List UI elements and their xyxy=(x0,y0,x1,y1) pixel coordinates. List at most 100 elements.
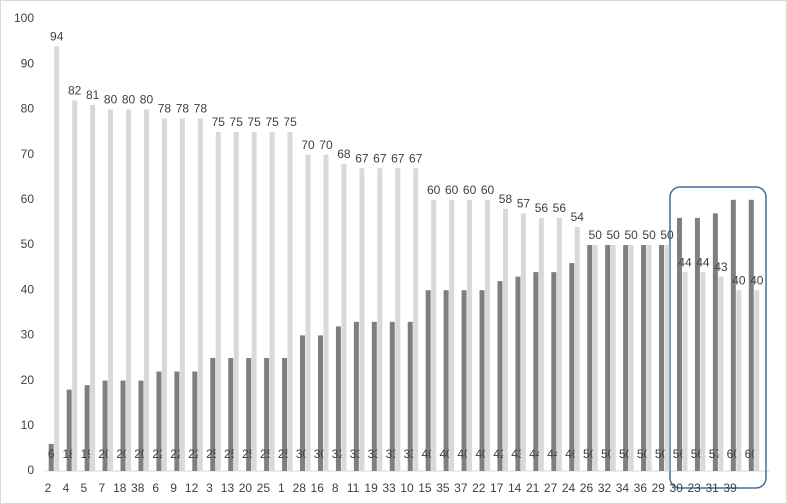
x-tick-label: 21 xyxy=(526,481,540,495)
bar xyxy=(341,163,347,471)
x-tick-label: 1 xyxy=(278,481,285,495)
bar xyxy=(300,335,306,471)
data-label: 67 xyxy=(391,151,405,165)
bar xyxy=(718,276,724,471)
bar xyxy=(84,385,90,471)
highlight-box xyxy=(669,186,767,489)
bar xyxy=(353,321,359,471)
data-label: 75 xyxy=(247,115,261,129)
bar xyxy=(192,371,198,471)
x-tick-label: 18 xyxy=(113,481,127,495)
y-tick-label: 80 xyxy=(21,102,35,116)
x-tick-label: 4 xyxy=(63,481,70,495)
bar xyxy=(282,358,288,471)
bar xyxy=(425,290,431,471)
data-label: 60 xyxy=(445,183,459,197)
x-tick-label: 27 xyxy=(544,481,558,495)
bar xyxy=(682,272,688,471)
data-label: 75 xyxy=(283,115,297,129)
bar xyxy=(467,199,473,472)
x-tick-label: 28 xyxy=(293,481,307,495)
x-tick-label: 29 xyxy=(652,481,666,495)
data-label: 78 xyxy=(158,102,172,116)
bar xyxy=(748,199,754,472)
bar xyxy=(730,199,736,472)
bar xyxy=(659,245,665,471)
bar xyxy=(269,132,275,471)
data-label: 80 xyxy=(140,93,154,107)
bar xyxy=(700,272,706,471)
bar xyxy=(664,245,670,471)
bar xyxy=(502,208,508,471)
x-tick-label: 17 xyxy=(490,481,504,495)
data-label: 78 xyxy=(194,102,208,116)
bar xyxy=(102,380,108,471)
x-tick-label: 5 xyxy=(81,481,88,495)
x-tick-label: 39 xyxy=(723,481,737,495)
bar xyxy=(143,109,149,472)
x-tick-label: 33 xyxy=(382,481,396,495)
bar xyxy=(264,358,270,471)
bar xyxy=(538,217,544,471)
x-tick-label: 30 xyxy=(670,481,684,495)
bar xyxy=(497,281,503,471)
bar xyxy=(120,380,126,471)
data-label: 56 xyxy=(553,201,567,215)
x-tick-label: 20 xyxy=(239,481,253,495)
bar xyxy=(66,389,72,471)
bar xyxy=(90,104,96,471)
y-tick-label: 100 xyxy=(14,11,34,25)
bar xyxy=(610,245,616,471)
bar xyxy=(305,154,311,471)
data-label: 6 xyxy=(48,447,55,461)
data-label: 40 xyxy=(732,273,746,287)
y-tick-label: 40 xyxy=(21,282,35,296)
bar xyxy=(287,132,293,471)
data-label: 78 xyxy=(176,102,190,116)
x-tick-label: 25 xyxy=(257,481,271,495)
bar xyxy=(587,245,593,471)
data-label: 50 xyxy=(624,228,638,242)
bar xyxy=(197,118,203,471)
y-tick-label: 50 xyxy=(21,237,35,251)
x-tick-label: 6 xyxy=(152,481,159,495)
bar xyxy=(395,168,401,471)
x-tick-label: 19 xyxy=(364,481,378,495)
y-tick-label: 0 xyxy=(27,463,34,477)
data-label: 75 xyxy=(230,115,244,129)
bar xyxy=(48,443,54,471)
bar xyxy=(431,199,437,472)
bar xyxy=(407,321,413,471)
bar xyxy=(228,358,234,471)
bar xyxy=(515,276,521,471)
data-label: 54 xyxy=(571,210,585,224)
bar xyxy=(551,272,557,471)
data-label: 57 xyxy=(517,197,531,211)
data-label: 75 xyxy=(265,115,279,129)
data-label: 43 xyxy=(714,260,728,274)
y-tick-label: 10 xyxy=(21,418,35,432)
bar xyxy=(138,380,144,471)
y-tick-label: 60 xyxy=(21,192,35,206)
x-tick-label: 22 xyxy=(472,481,486,495)
bar xyxy=(413,168,419,471)
bar xyxy=(335,326,341,471)
bar xyxy=(323,154,329,471)
x-tick-label: 3 xyxy=(206,481,213,495)
bar xyxy=(126,109,132,472)
bar xyxy=(520,213,526,472)
bar xyxy=(556,217,562,471)
data-label: 67 xyxy=(355,151,369,165)
x-tick-label: 7 xyxy=(98,481,105,495)
x-tick-label: 15 xyxy=(418,481,432,495)
data-label: 82 xyxy=(68,84,82,98)
x-tick-label: 13 xyxy=(221,481,235,495)
bar xyxy=(210,358,216,471)
bar xyxy=(449,199,455,472)
x-tick-label: 32 xyxy=(598,481,612,495)
x-tick-label: 34 xyxy=(616,481,630,495)
data-label: 67 xyxy=(373,151,387,165)
bar xyxy=(461,290,467,471)
x-tick-label: 12 xyxy=(185,481,199,495)
